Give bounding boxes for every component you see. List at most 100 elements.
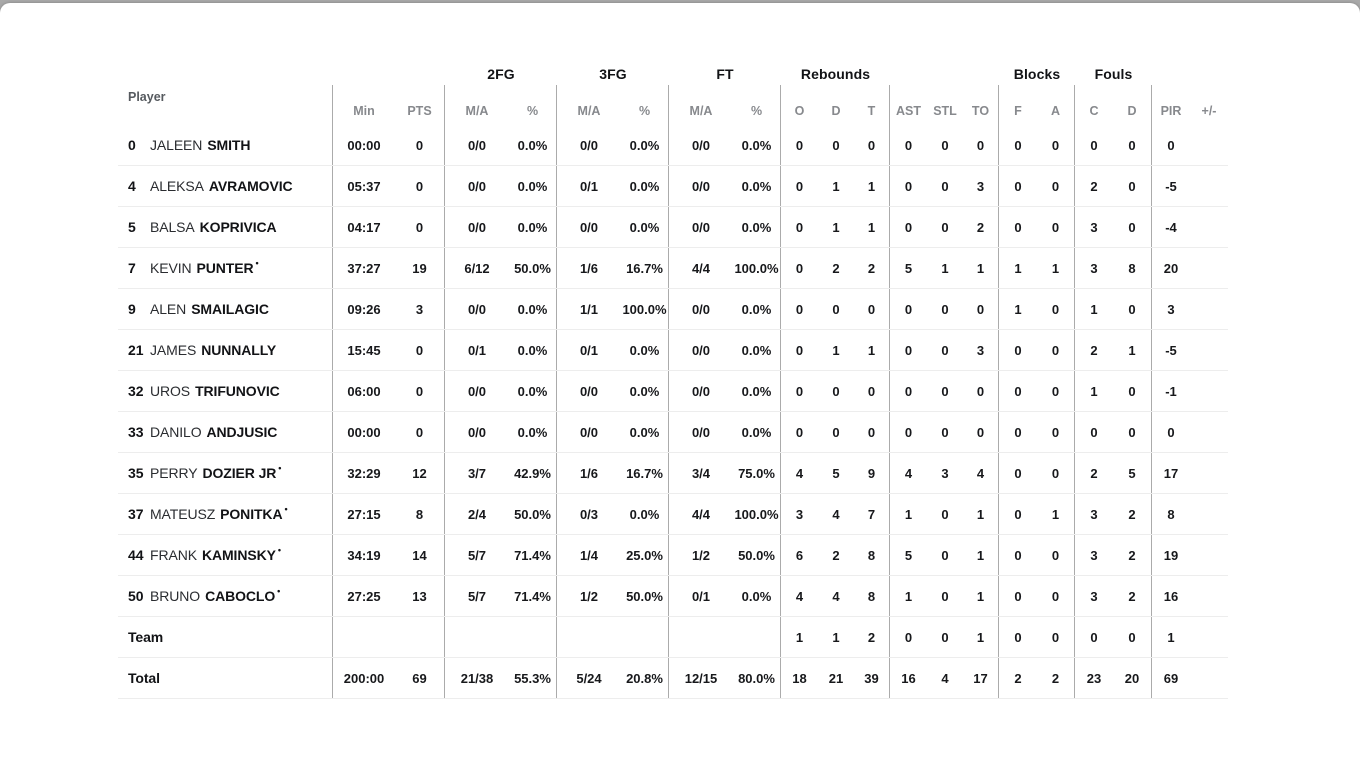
stat-pm bbox=[1190, 125, 1228, 165]
player-first-name: MATEUSZ bbox=[150, 506, 216, 522]
stat-fg3ma: 0/0 bbox=[579, 424, 599, 440]
stat-dr: 0 bbox=[832, 301, 840, 317]
jersey-number: 44 bbox=[128, 547, 144, 563]
stat-blkf: 1 bbox=[1014, 301, 1022, 317]
jersey-number: 32 bbox=[128, 383, 144, 399]
stat-to: 17 bbox=[963, 658, 999, 698]
stat-fould: 2 bbox=[1113, 535, 1152, 575]
stat-foulc: 23 bbox=[1086, 670, 1102, 686]
stat-pm bbox=[1190, 330, 1228, 370]
stat-min: 27:15 bbox=[347, 506, 381, 522]
stat-tr: 0 bbox=[854, 289, 890, 329]
column-header-row: Player Min PTS M/A % M/A % M/A % O D T A… bbox=[118, 85, 1228, 125]
stat-group-header-row: 2FG 3FG FT Rebounds Blocks Fouls bbox=[118, 60, 1228, 85]
stat-stl: 0 bbox=[941, 629, 949, 645]
stat-dr: 0 bbox=[832, 424, 840, 440]
stat-fould: 0 bbox=[1113, 166, 1152, 206]
table-row: 32 UROS TRIFUNOVIC 06:00 0 0/0 0.0% 0/0 0.0% 0/0 0… bbox=[118, 371, 1228, 412]
player-first-name: JAMES bbox=[150, 342, 197, 358]
plusminus-header: +/- bbox=[1201, 104, 1217, 118]
stat-blka: 0 bbox=[1037, 453, 1075, 493]
jersey-number: 37 bbox=[128, 506, 144, 522]
stat-fould: 5 bbox=[1113, 453, 1152, 493]
starter-marker: • bbox=[278, 462, 282, 473]
stat-ftma: 4/4 bbox=[691, 260, 711, 276]
stat-ftma: 0/1 bbox=[691, 588, 711, 604]
stat-fg3ma: 1/6 bbox=[579, 260, 599, 276]
jersey-number: 0 bbox=[128, 137, 136, 153]
stat-blka: 0 bbox=[1037, 371, 1075, 411]
stat-blka: 0 bbox=[1037, 125, 1075, 165]
stat-stl: 0 bbox=[941, 137, 949, 153]
stat-pts: 0 bbox=[395, 371, 445, 411]
stat-stl: 0 bbox=[941, 506, 949, 522]
stat-dr: 0 bbox=[832, 383, 840, 399]
stat-to: 0 bbox=[963, 371, 999, 411]
stat-blkf: 0 bbox=[1014, 178, 1022, 194]
stat-fg3pct: 0.0% bbox=[621, 494, 669, 534]
player-first-name: BRUNO bbox=[150, 588, 201, 604]
stat-fg2pct: 0.0% bbox=[509, 166, 557, 206]
stat-ftpct: 0.0% bbox=[733, 412, 781, 452]
stat-pir: 1 bbox=[1167, 629, 1175, 645]
stat-stl: 0 bbox=[941, 547, 949, 563]
stat-stl: 0 bbox=[941, 424, 949, 440]
stat-ftpct: 0.0% bbox=[733, 166, 781, 206]
oreb-header: O bbox=[794, 104, 805, 118]
stat-ast: 0 bbox=[904, 342, 913, 358]
treb-header: T bbox=[854, 85, 890, 125]
stat-pm bbox=[1190, 658, 1228, 698]
player-cell: 21 JAMES NUNNALLY bbox=[118, 330, 333, 370]
stat-to: 3 bbox=[963, 166, 999, 206]
jersey-number: 9 bbox=[128, 301, 136, 317]
stat-fould: 20 bbox=[1113, 658, 1152, 698]
stat-fg3pct: 0.0% bbox=[621, 125, 669, 165]
stat-or: 1 bbox=[795, 629, 804, 645]
stat-fg2ma: 5/7 bbox=[467, 588, 487, 604]
stat-fould: 8 bbox=[1113, 248, 1152, 288]
stat-fg2pct: 0.0% bbox=[509, 371, 557, 411]
stat-ftpct: 0.0% bbox=[733, 207, 781, 247]
stat-to: 1 bbox=[963, 535, 999, 575]
player-cell: 5 BALSA KOPRIVICA bbox=[118, 207, 333, 247]
stat-min bbox=[333, 617, 395, 657]
stat-fg3pct: 0.0% bbox=[621, 412, 669, 452]
stat-to: 1 bbox=[963, 494, 999, 534]
stat-fould: 0 bbox=[1113, 289, 1152, 329]
pir-header: PIR bbox=[1160, 104, 1182, 118]
group-spacer bbox=[118, 60, 445, 85]
stat-fg3ma: 0/0 bbox=[579, 383, 599, 399]
stat-ftma: 0/0 bbox=[691, 178, 711, 194]
stat-fould: 2 bbox=[1113, 576, 1152, 616]
player-first-name: ALEN bbox=[150, 301, 187, 317]
stat-fg3ma bbox=[557, 617, 621, 657]
row-label: Total bbox=[128, 670, 160, 686]
table-body: 0 JALEEN SMITH 00:00 0 0/0 0.0% 0/0 0.0% 0/0 0.0% 0… bbox=[118, 125, 1228, 699]
stat-ast: 0 bbox=[904, 383, 913, 399]
stat-fg2pct: 0.0% bbox=[509, 330, 557, 370]
stat-stl: 0 bbox=[941, 383, 949, 399]
stat-fg2pct: 50.0% bbox=[509, 248, 557, 288]
stat-foulc: 0 bbox=[1090, 629, 1098, 645]
stat-stl: 1 bbox=[941, 260, 949, 276]
stat-pts: 12 bbox=[395, 453, 445, 493]
stat-pts: 19 bbox=[395, 248, 445, 288]
stat-ftpct: 50.0% bbox=[733, 535, 781, 575]
stat-fg3pct: 0.0% bbox=[621, 371, 669, 411]
stat-blkf: 0 bbox=[1014, 465, 1022, 481]
stat-blka: 1 bbox=[1037, 248, 1075, 288]
stat-foulc: 1 bbox=[1090, 301, 1098, 317]
starter-marker: • bbox=[277, 585, 281, 596]
stat-blkf: 0 bbox=[1014, 137, 1022, 153]
stat-fg2ma: 0/0 bbox=[467, 383, 487, 399]
stat-pir: 0 bbox=[1167, 424, 1175, 440]
table-row: 7 KEVIN PUNTER • 37:27 19 6/12 50.0% 1/6 16.7% 4/4… bbox=[118, 248, 1228, 289]
stat-pm bbox=[1190, 494, 1228, 534]
stat-ftpct: 0.0% bbox=[733, 289, 781, 329]
stat-ftma: 0/0 bbox=[691, 383, 711, 399]
stat-ftma: 0/0 bbox=[691, 342, 711, 358]
stat-blka: 0 bbox=[1037, 535, 1075, 575]
stat-to: 3 bbox=[963, 330, 999, 370]
player-first-name: KEVIN bbox=[150, 260, 192, 276]
stat-ast: 1 bbox=[904, 506, 913, 522]
